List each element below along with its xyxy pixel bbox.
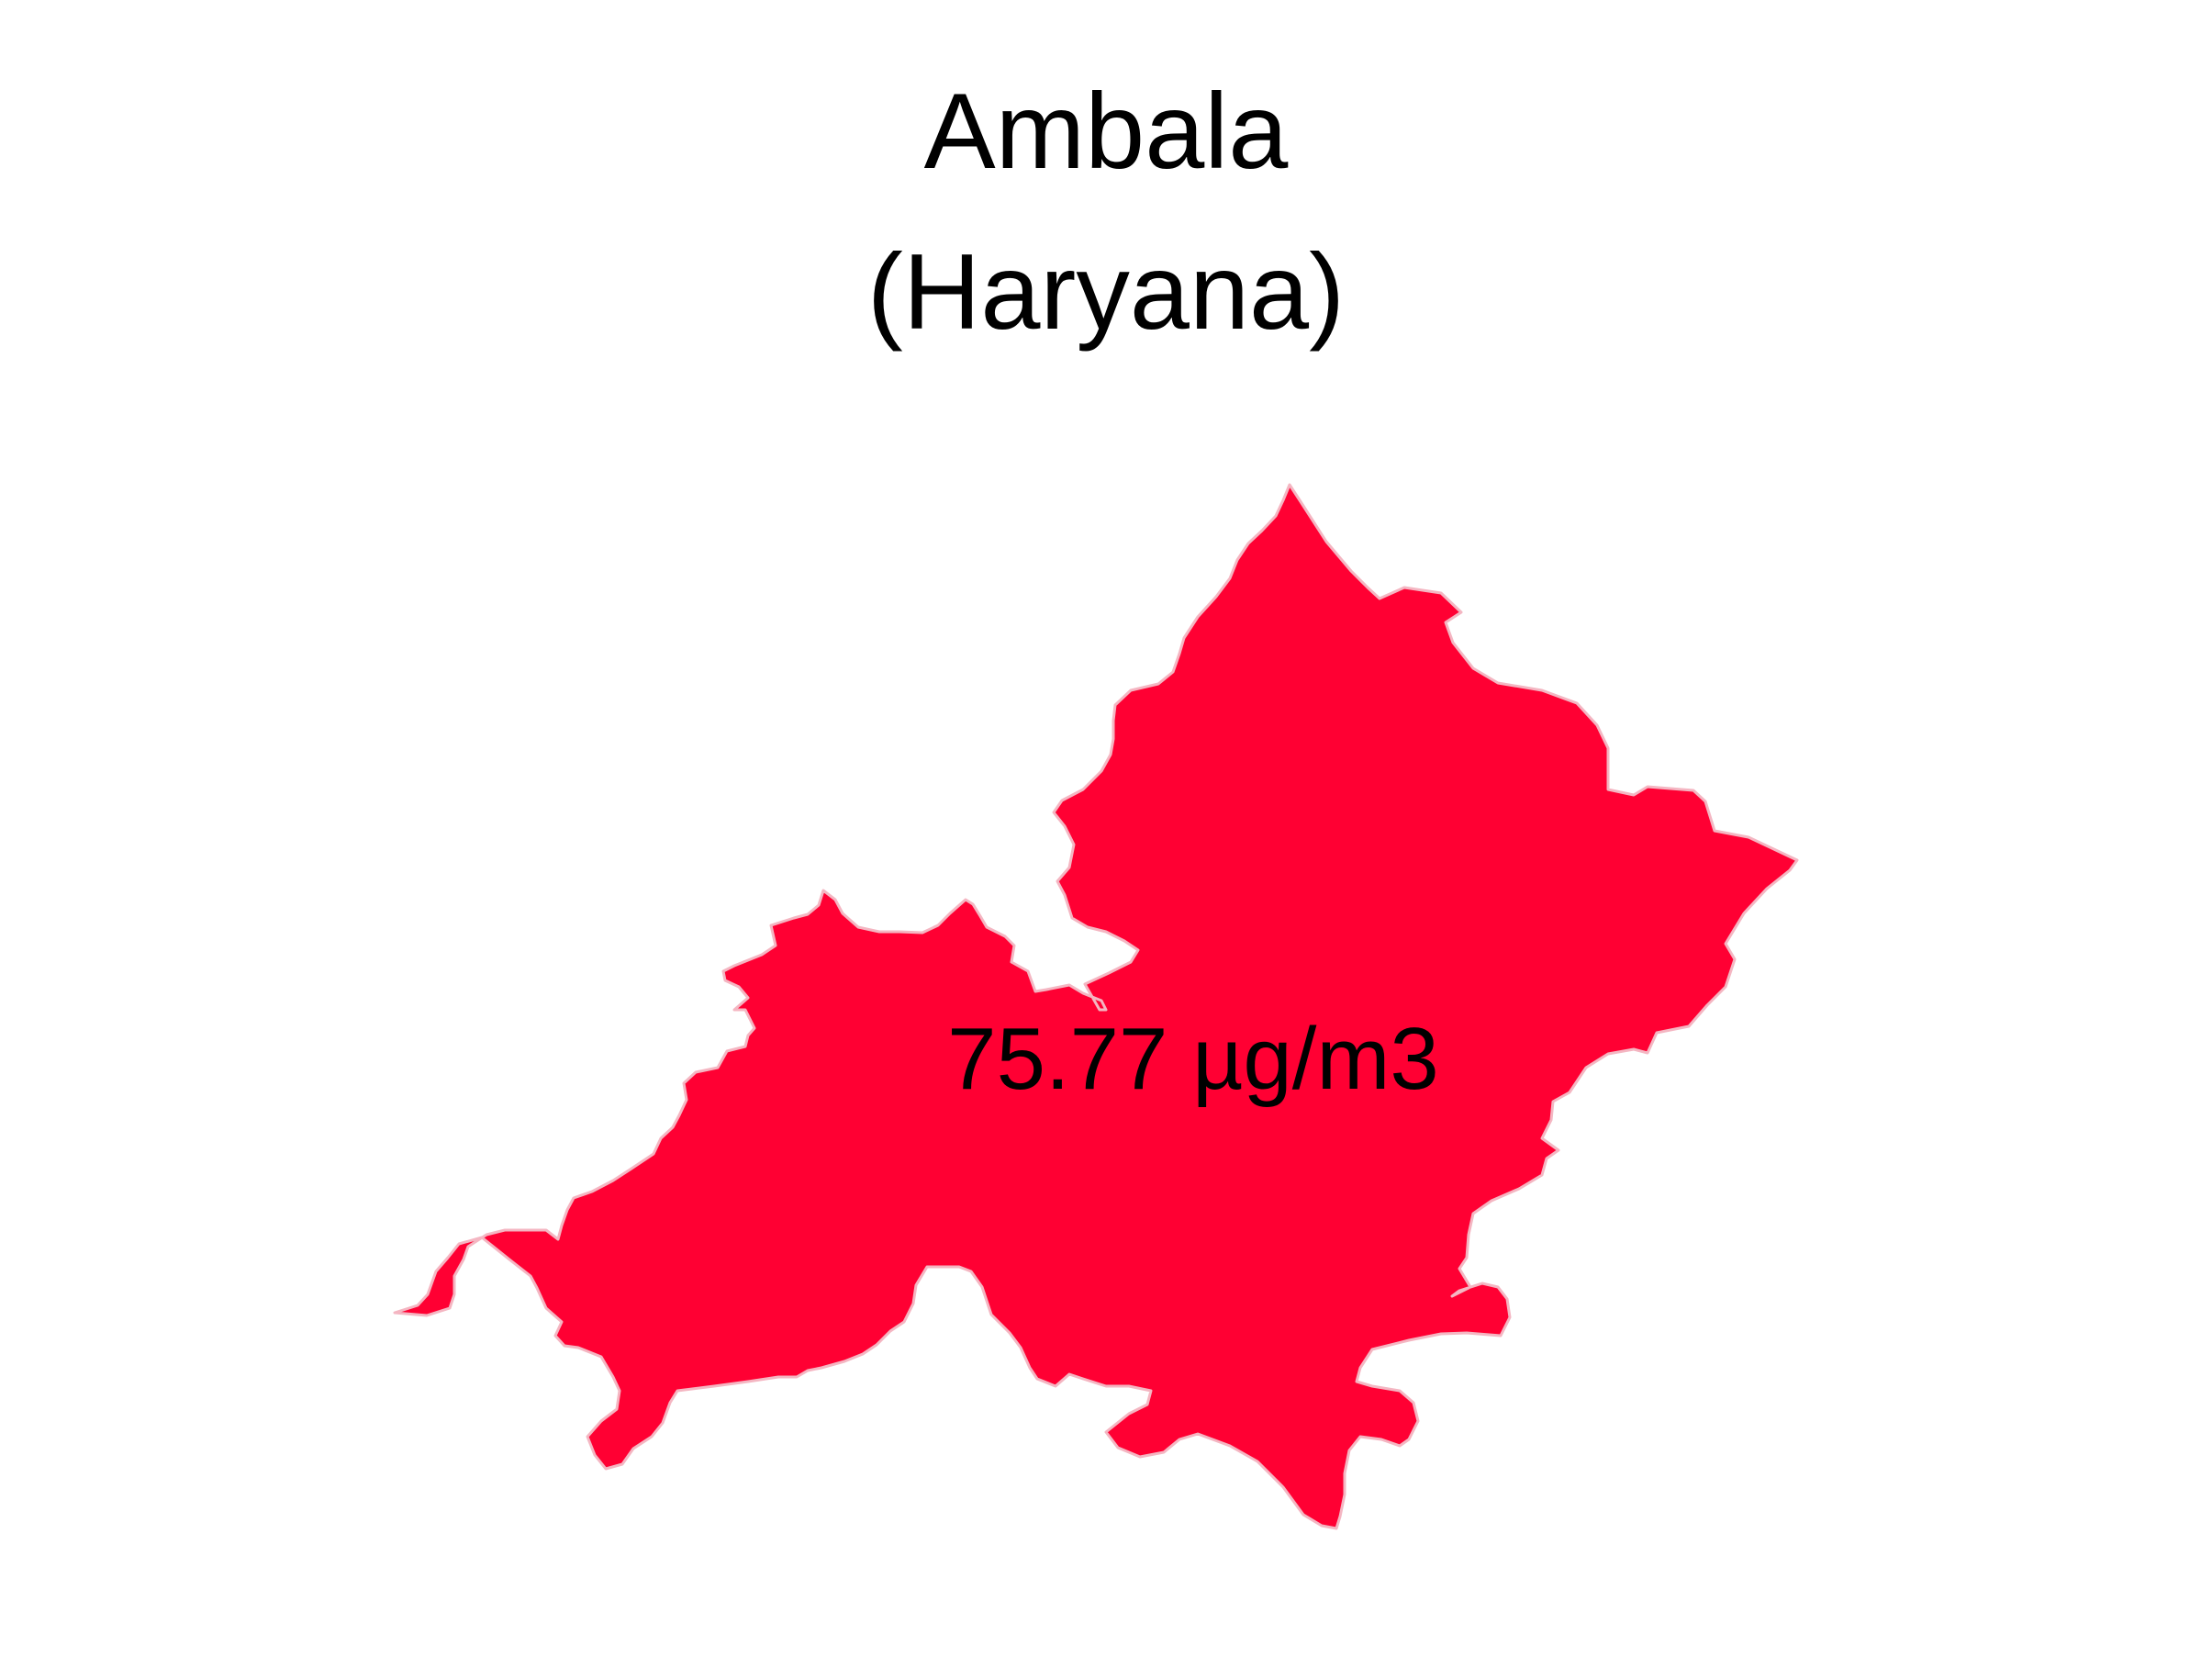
district-value-label: 75.77 µg/m3 [947, 1010, 1439, 1108]
map-subtitle: (Haryana) [866, 231, 1346, 352]
map-title-block: Ambala (Haryana) [0, 50, 2212, 372]
district-region-ambala[interactable] [393, 483, 1799, 1530]
map-title: Ambala [923, 71, 1289, 191]
